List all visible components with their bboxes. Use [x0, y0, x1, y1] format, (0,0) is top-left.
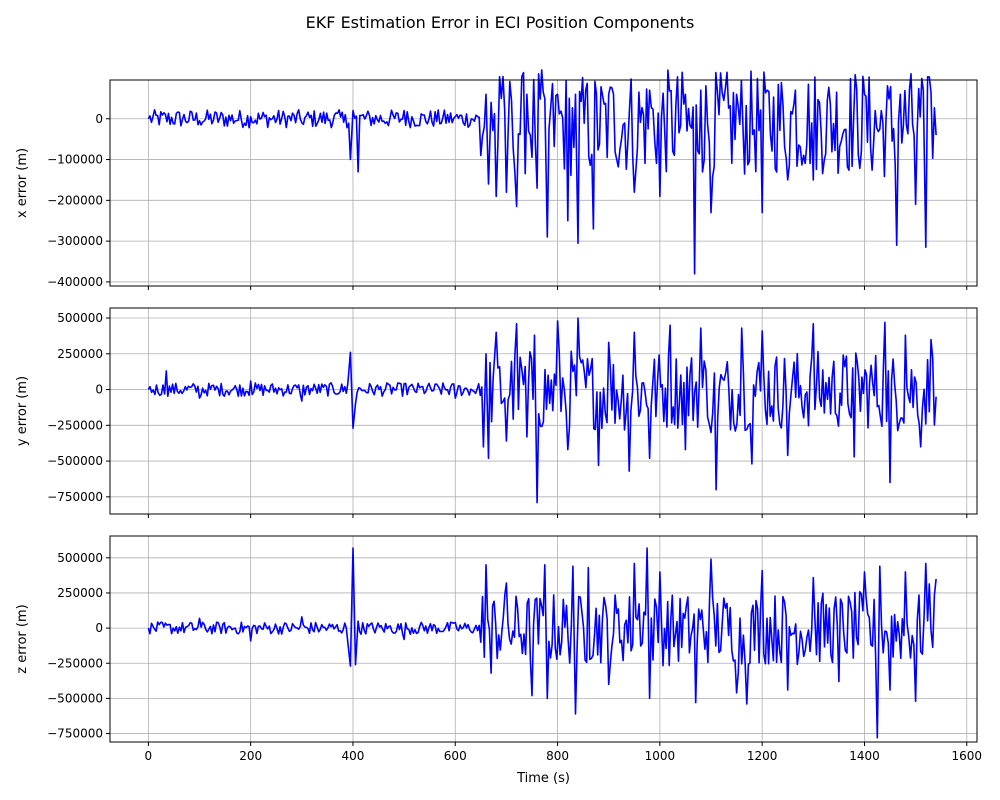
y-tick-label: −400000	[47, 275, 103, 289]
axes-frame	[109, 535, 978, 743]
x-error-panel: 0 −100000 −200000 −300000 −400000 x error (m)	[15, 69, 978, 290]
y-tick-label: −500000	[47, 691, 103, 705]
y-tick-label: 0	[95, 112, 103, 126]
y-tick-label: 0	[95, 621, 103, 635]
y-tick-label: −750000	[47, 727, 103, 741]
x-axis-label: Time (s)	[516, 771, 570, 786]
x-tick-label: 200	[239, 749, 262, 763]
error-series-line	[147, 547, 937, 739]
error-series-line	[147, 317, 937, 504]
y-axis-label: y error (m)	[15, 376, 30, 446]
y-tick-label: 250000	[57, 586, 103, 600]
y-tick-label: −250000	[47, 656, 103, 670]
y-tick-label: −250000	[47, 418, 103, 432]
y-tick-label: −100000	[47, 153, 103, 167]
y-tick-label: −200000	[47, 193, 103, 207]
y-axis-label: z error (m)	[15, 604, 30, 673]
x-tick-label: 600	[444, 749, 467, 763]
x-tick-label: 1600	[951, 749, 982, 763]
y-tick-label: 250000	[57, 347, 103, 361]
y-axis-label: x error (m)	[15, 148, 30, 218]
y-tick-label: −300000	[47, 234, 103, 248]
chart-title: EKF Estimation Error in ECI Position Com…	[305, 13, 695, 32]
x-tick-label: 0	[145, 749, 153, 763]
x-tick-label: 1400	[849, 749, 880, 763]
y-tick-label: 500000	[57, 551, 103, 565]
x-tick-label: 1000	[645, 749, 676, 763]
x-tick-label: 400	[342, 749, 365, 763]
y-tick-label: 500000	[57, 311, 103, 325]
axes-frame	[109, 307, 978, 515]
y-tick-label: −750000	[47, 490, 103, 504]
x-tick-label: 800	[546, 749, 569, 763]
y-tick-label: 0	[95, 383, 103, 397]
x-tick-label: 1200	[747, 749, 778, 763]
y-tick-label: −500000	[47, 454, 103, 468]
y-error-panel: 500000 250000 0 −250000 −500000 −750000 y erro…	[15, 307, 978, 518]
z-error-panel: 0 200 400 600 800 1000 1200 1400 1600 500000 25000…	[15, 535, 982, 763]
axes-frame	[109, 79, 978, 287]
error-series-line	[147, 69, 937, 275]
